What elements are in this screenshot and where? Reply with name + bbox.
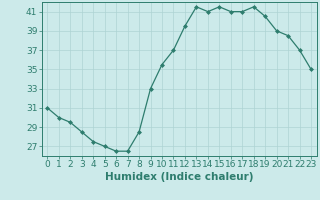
X-axis label: Humidex (Indice chaleur): Humidex (Indice chaleur)	[105, 172, 253, 182]
